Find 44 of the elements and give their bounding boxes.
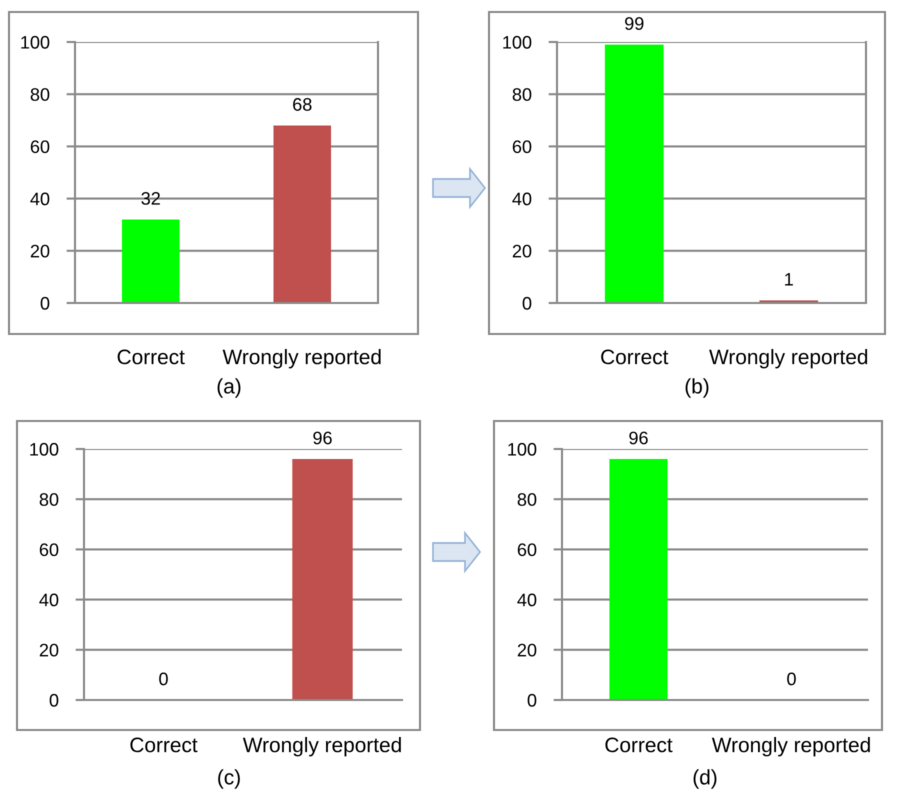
text: (a): [218, 378, 240, 398]
y-tick-label: 20: [518, 644, 536, 657]
data-label: 0: [787, 672, 796, 686]
y-tick-label: 20: [30, 244, 50, 258]
data-label: 1: [785, 273, 793, 286]
y-tick-label: 100: [508, 442, 536, 456]
text: (b): [686, 378, 708, 398]
y-tick-label: 0: [528, 694, 536, 707]
x-tick-label: Wrongly reported: [712, 737, 870, 756]
y-tick-label: 0: [522, 296, 532, 310]
y-tick-label: 40: [30, 192, 50, 206]
y-tick-label: 80: [518, 493, 536, 506]
y-tick-label: 40: [517, 594, 536, 606]
data-label: 99: [625, 17, 644, 30]
y-tick-label: 80: [30, 88, 50, 101]
data-label: 0: [159, 672, 168, 686]
x-tick-label: Correct: [130, 738, 198, 752]
y-tick-label: 100: [503, 36, 532, 49]
x-tick-label: Wrongly reported: [709, 349, 868, 368]
y-tick-label: 100: [21, 36, 50, 49]
x-tick-label: Correct: [118, 350, 185, 364]
y-tick-label: 60: [30, 140, 50, 154]
data-label: 68: [293, 98, 312, 111]
data-label: 32: [141, 192, 160, 205]
x-tick-label: Correct: [605, 738, 672, 752]
y-tick-label: 60: [518, 543, 536, 556]
y-tick-label: 40: [512, 192, 532, 206]
y-tick-label: 20: [512, 244, 532, 258]
text: (d): [694, 769, 716, 789]
y-tick-label: 80: [512, 88, 532, 101]
y-tick-label: 60: [512, 140, 532, 154]
text: (c): [218, 769, 240, 789]
x-tick-label: Correct: [601, 350, 668, 364]
x-tick-label: Wrongly reported: [242, 737, 401, 756]
y-tick-label: 0: [50, 694, 58, 707]
x-tick-label: Wrongly reported: [222, 349, 381, 368]
data-label: 96: [313, 432, 332, 444]
y-tick-label: 80: [40, 493, 58, 506]
y-tick-label: 0: [40, 296, 50, 310]
y-tick-label: 100: [30, 442, 58, 456]
y-tick-label: 20: [40, 644, 58, 657]
data-label: 96: [629, 432, 648, 444]
y-tick-label: 60: [40, 543, 58, 556]
y-tick-label: 40: [39, 594, 58, 606]
